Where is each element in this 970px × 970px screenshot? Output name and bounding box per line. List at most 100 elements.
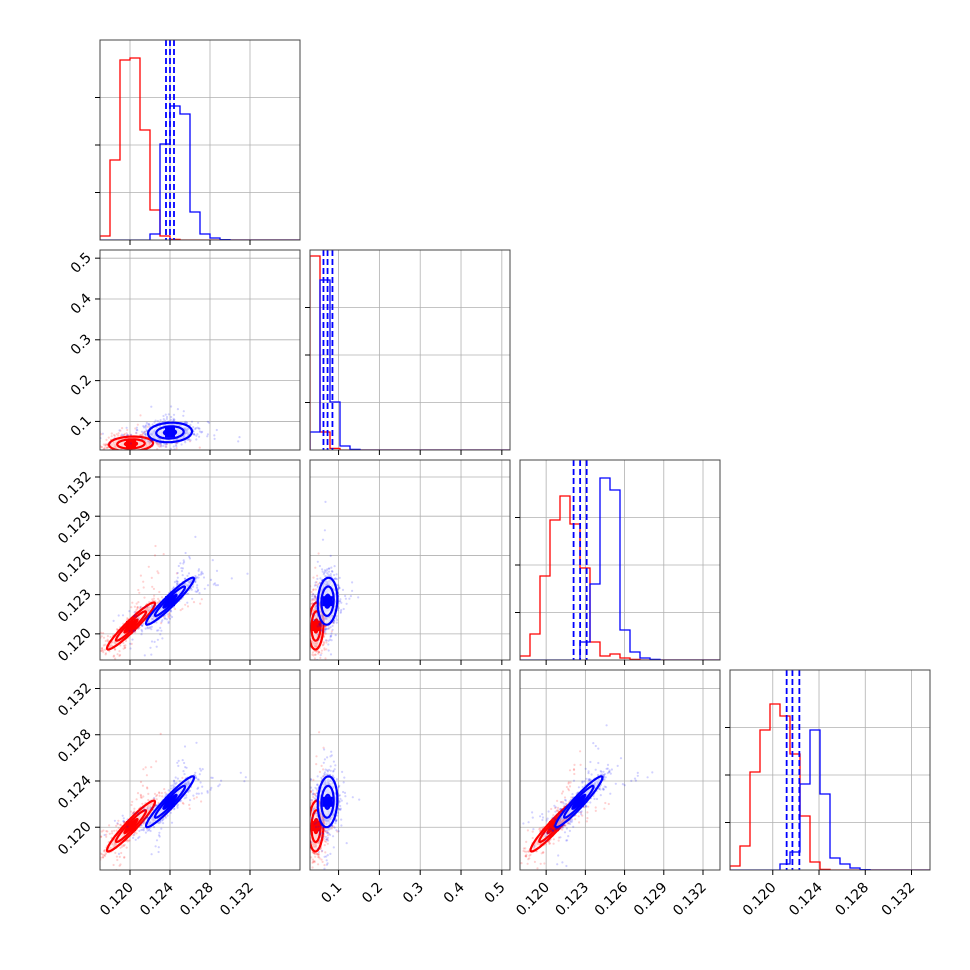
sample-point <box>94 657 96 659</box>
sample-point <box>172 586 175 589</box>
sample-point <box>198 435 201 438</box>
sample-point <box>213 582 217 585</box>
sample-point <box>322 641 325 644</box>
sample-point <box>307 627 309 629</box>
sample-point <box>121 614 125 617</box>
sample-point <box>101 692 103 694</box>
sample-point <box>319 623 322 626</box>
sample-point <box>148 422 151 425</box>
sample-point <box>181 607 184 611</box>
sample-point <box>146 605 149 608</box>
sample-point <box>100 445 103 448</box>
sample-point <box>144 614 147 617</box>
sample-point <box>197 421 200 424</box>
sample-point <box>102 684 104 686</box>
sample-point <box>95 449 97 451</box>
sample-point <box>212 583 215 586</box>
sample-point <box>132 452 134 454</box>
y-tick-label: 0.2 <box>68 372 95 399</box>
sample-point <box>144 426 147 429</box>
sample-point <box>311 653 314 656</box>
sample-point <box>153 594 156 597</box>
sample-point <box>172 413 176 416</box>
sample-point <box>180 443 183 446</box>
sample-point <box>336 583 339 586</box>
sample-point <box>138 455 140 457</box>
sample-point <box>148 609 151 612</box>
sample-point <box>95 638 97 640</box>
sample-point <box>147 565 150 568</box>
sample-point <box>124 457 126 459</box>
sample-point <box>159 419 162 422</box>
sample-point <box>141 454 143 456</box>
sample-point <box>126 450 128 452</box>
sample-point <box>102 649 105 652</box>
sample-point <box>119 653 122 657</box>
sample-point <box>322 642 326 645</box>
sample-point <box>170 610 173 613</box>
sample-point <box>139 435 142 438</box>
sample-point <box>175 572 178 575</box>
sample-point <box>209 578 213 582</box>
sample-point <box>103 679 105 681</box>
sample-point <box>197 576 200 579</box>
sample-point <box>149 439 152 442</box>
sample-point <box>200 572 203 575</box>
sample-point <box>136 451 138 453</box>
sample-point <box>312 654 315 657</box>
sample-point <box>312 588 315 592</box>
sample-point <box>110 435 113 438</box>
sample-point <box>321 568 324 571</box>
sample-point <box>195 590 198 593</box>
sample-point <box>306 603 308 605</box>
sample-point <box>165 417 168 420</box>
sample-point <box>314 583 317 587</box>
sample-point <box>172 419 175 422</box>
sample-point <box>313 595 316 598</box>
sample-point <box>105 691 107 693</box>
panel-r1-c0: 0.10.20.30.40.5 <box>68 249 301 459</box>
sample-point <box>313 584 316 587</box>
sample-point <box>89 444 91 446</box>
sample-point <box>312 588 315 591</box>
sample-point <box>122 434 125 437</box>
sample-point <box>172 445 175 448</box>
sample-point <box>105 446 108 449</box>
sample-point <box>310 599 313 602</box>
sample-point <box>189 439 192 442</box>
sample-point <box>181 574 184 577</box>
sample-point <box>119 452 121 454</box>
sample-point <box>150 576 153 580</box>
sample-point <box>118 429 121 432</box>
sample-point <box>154 544 157 548</box>
sample-point <box>310 590 313 594</box>
sample-point <box>311 598 315 601</box>
plot-area <box>89 405 241 459</box>
plot-area <box>306 500 360 661</box>
sample-point <box>174 444 177 447</box>
sample-point <box>237 440 240 443</box>
sample-point <box>125 454 127 456</box>
sample-point <box>318 650 321 654</box>
sample-point <box>131 450 133 452</box>
sample-point <box>151 604 154 608</box>
sample-point <box>157 597 160 601</box>
sample-point <box>200 598 203 601</box>
sample-point <box>103 447 106 450</box>
sample-point <box>314 604 317 608</box>
sample-point <box>307 659 309 661</box>
sample-point <box>124 646 127 649</box>
sample-point <box>119 434 122 437</box>
sample-point <box>145 430 148 433</box>
y-tick-label: 0.129 <box>55 508 95 548</box>
sample-point <box>198 592 201 595</box>
sample-point <box>320 623 323 626</box>
sample-point <box>311 612 314 615</box>
sample-point <box>159 444 162 447</box>
sample-point <box>104 648 107 651</box>
sample-point <box>168 612 171 615</box>
sample-point <box>102 651 105 654</box>
sample-point <box>133 450 135 452</box>
sample-point <box>144 425 147 428</box>
sample-point <box>167 621 170 625</box>
